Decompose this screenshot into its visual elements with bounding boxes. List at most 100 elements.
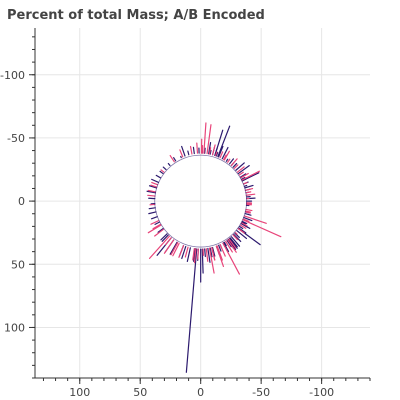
spike-series-b <box>242 219 282 238</box>
spike-series-a <box>238 227 247 234</box>
spike-series-a <box>181 145 186 157</box>
spike-series-a <box>209 247 213 258</box>
spike-series-a <box>160 233 168 241</box>
spike-series-b <box>234 232 238 235</box>
spike-series-a <box>148 207 156 210</box>
spike-series-b <box>169 154 175 163</box>
spike-series-b <box>242 218 250 223</box>
spike-series-a <box>241 221 246 225</box>
y-tick-label: 0 <box>18 195 25 208</box>
spike-series-a <box>217 125 231 158</box>
spike-series-b <box>232 234 239 241</box>
spike-series-b <box>184 246 189 258</box>
spike-series-a <box>211 246 216 257</box>
spike-series-a <box>146 190 157 194</box>
spike-series-b <box>197 248 199 260</box>
spike-series-b <box>211 247 216 261</box>
spike-series-a <box>237 164 250 175</box>
spike-series-b <box>193 248 197 264</box>
spike-series-b <box>245 193 256 196</box>
spike-series-b <box>245 191 252 194</box>
spike-series-a <box>167 162 171 167</box>
spike-series-b <box>208 147 212 155</box>
spike-series-a <box>181 245 187 260</box>
spike-series-a <box>229 158 235 165</box>
spike-series-b <box>215 245 225 268</box>
spike-series-a <box>201 248 204 274</box>
spike-series-b <box>160 169 165 173</box>
spike-series-a <box>155 174 162 179</box>
spike-series-a <box>243 184 248 187</box>
spike-series-b <box>230 158 238 167</box>
spike-series-b <box>151 181 159 186</box>
spike-series-b <box>147 189 157 193</box>
spike-series-a <box>230 236 241 247</box>
spike-series-a <box>162 166 167 171</box>
spike-series-b <box>227 239 237 253</box>
y-tick-label: -50 <box>7 132 25 145</box>
spike-series-b <box>152 223 162 230</box>
spike-series-b <box>154 228 165 237</box>
spike-series-b <box>205 248 209 262</box>
spike-series-b <box>179 149 184 158</box>
spike-series-a <box>229 237 238 249</box>
spike-series-a <box>157 228 164 233</box>
spike-series-a <box>239 173 247 178</box>
spike-series-b <box>241 222 248 227</box>
spike-series-a <box>236 230 248 240</box>
spike-series-b <box>236 166 245 173</box>
spike-series-a <box>239 225 244 230</box>
spike-series-b <box>242 181 248 185</box>
spike-series-a <box>240 223 251 229</box>
spike-series-a <box>150 216 158 220</box>
spike-series-a <box>208 142 212 155</box>
spike-series-a <box>159 170 164 175</box>
spike-series-a <box>241 220 248 225</box>
spike-series-b <box>165 237 172 246</box>
spike-series-b <box>147 194 156 197</box>
spike-series-a <box>223 241 227 247</box>
spike-series-a <box>223 242 230 253</box>
spike-series-b <box>219 244 226 257</box>
spike-series-b <box>189 145 193 155</box>
spike-series-a <box>185 248 198 373</box>
inner-ring <box>154 154 248 248</box>
spike-series-b <box>215 151 218 157</box>
spike-series-b <box>239 224 247 229</box>
spike-series-a <box>173 157 177 162</box>
spike-series-a <box>221 146 229 160</box>
spike-series-a <box>232 162 238 168</box>
spike-series-a <box>234 232 240 239</box>
x-tick-label: 50 <box>133 386 147 399</box>
spike-series-b <box>208 247 215 274</box>
spike-series-b <box>206 124 212 155</box>
spike-series-b <box>172 242 180 257</box>
spike-series-b <box>222 242 240 275</box>
spike-series-a <box>148 211 157 215</box>
spike-series-b <box>237 228 245 234</box>
spike-series-a <box>226 239 232 248</box>
y-tick-label: 50 <box>11 258 25 271</box>
spike-series-b <box>219 151 224 159</box>
spike-series-a <box>148 185 158 189</box>
spike-series-a <box>241 176 246 180</box>
spike-series-a <box>169 241 178 255</box>
spike-series-b <box>244 211 251 214</box>
spike-series-b <box>192 248 195 261</box>
spike-series-a <box>192 146 195 155</box>
spike-series-b <box>228 238 237 249</box>
spike-series-a <box>214 129 224 157</box>
spike-series-b <box>196 142 199 154</box>
x-tick-label: -50 <box>252 386 270 399</box>
spike-series-a <box>207 247 211 263</box>
spike-series-b <box>245 210 251 213</box>
spike-series-a <box>187 150 190 156</box>
spike-series-a <box>161 234 169 242</box>
spike-series-b <box>163 239 175 254</box>
spike-series-a <box>180 155 182 159</box>
spike-series-a <box>215 151 219 157</box>
spike-series-b <box>244 187 254 191</box>
spike-series-b <box>243 215 267 224</box>
spike-series-a <box>154 221 160 225</box>
